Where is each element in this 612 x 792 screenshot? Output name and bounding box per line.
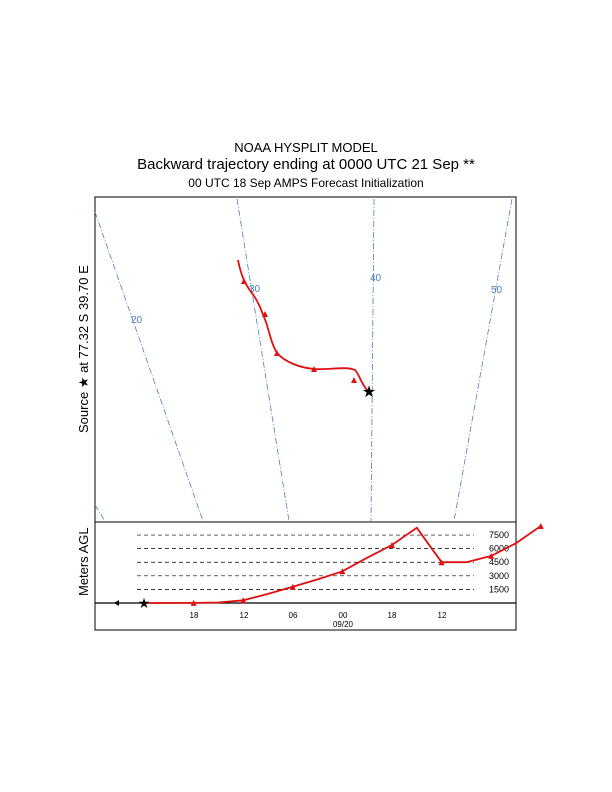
chart-title: NOAA HYSPLIT MODEL	[234, 140, 378, 155]
profile-marker	[240, 597, 247, 604]
meridian-corner	[94, 504, 106, 522]
profile-start-marker	[114, 600, 119, 606]
meridian-label-40: 40	[370, 273, 382, 284]
meridian-label-30: 30	[249, 284, 261, 295]
x-tick-label: 00	[339, 611, 348, 620]
y-tick-label: 1500	[489, 584, 509, 594]
source-label: Source ★ at 77.32 S 39.70 E	[76, 265, 91, 433]
meridian-30	[236, 198, 290, 522]
date-label: 09/20	[333, 620, 354, 629]
meridian-50	[453, 198, 513, 522]
profile-frame	[94, 521, 517, 631]
profile-marker	[190, 599, 197, 606]
height-gridlines	[137, 534, 474, 590]
x-tick-label: 12	[240, 611, 249, 620]
meridian-40	[370, 198, 375, 522]
profile-marker	[488, 552, 495, 559]
source-star-icon: ★	[362, 384, 376, 401]
forecast-init-line: 00 UTC 18 Sep AMPS Forecast Initializati…	[188, 176, 424, 190]
y-tick-label: 3000	[489, 571, 509, 581]
profile-marker	[537, 523, 544, 529]
height-profile-line	[144, 525, 542, 604]
profile-marker	[339, 568, 346, 575]
map-frame	[94, 196, 517, 523]
traj-marker	[274, 350, 280, 356]
traj-marker	[351, 377, 357, 383]
x-tick-label: 18	[388, 611, 397, 620]
profile-marker	[289, 583, 296, 590]
trajectory-markers	[241, 278, 357, 383]
meridian-label-50: 50	[491, 285, 503, 296]
chart-subtitle: Backward trajectory ending at 0000 UTC 2…	[137, 156, 475, 173]
x-tick-label: 12	[438, 611, 447, 620]
y-tick-label: 7500	[489, 530, 509, 540]
traj-marker	[241, 278, 247, 284]
y-tick-label: 4500	[489, 557, 509, 567]
meridian-label-20: 20	[131, 315, 143, 326]
meridian-20	[94, 211, 204, 522]
x-tick-label: 18	[190, 611, 199, 620]
height-profile-markers	[190, 523, 544, 606]
x-tick-label: 06	[289, 611, 298, 620]
profile-marker	[389, 542, 395, 549]
profile-star-icon: ★	[138, 595, 151, 611]
traj-marker	[262, 311, 268, 317]
trajectory-path	[237, 259, 370, 393]
y-axis-label: Meters AGL	[76, 527, 91, 596]
profile-marker	[438, 559, 445, 566]
y-tick-label: 6000	[489, 544, 509, 554]
meridian-lines	[94, 198, 513, 522]
traj-marker	[311, 366, 317, 372]
